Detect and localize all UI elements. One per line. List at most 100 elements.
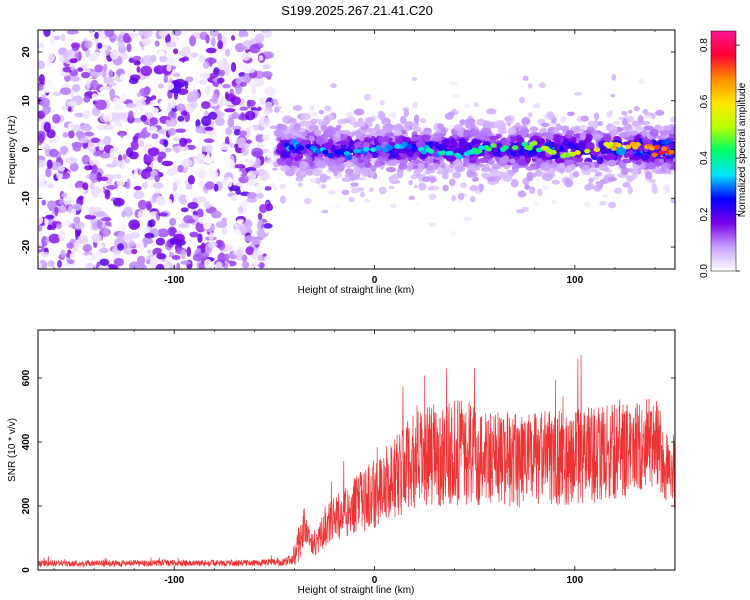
noise-blob	[249, 265, 255, 269]
noise-blob	[82, 182, 89, 191]
band-blob	[564, 178, 574, 188]
scatter-blob	[451, 93, 460, 98]
chart-title: S199.2025.267.21.41.C20	[281, 3, 433, 18]
noise-blob	[38, 133, 45, 144]
noise-blob	[47, 183, 55, 189]
noise-blob	[63, 200, 71, 205]
band-blob	[630, 155, 641, 161]
noise-blob	[99, 258, 110, 266]
noise-blob	[141, 38, 152, 46]
noise-blob	[224, 108, 236, 113]
band-blob	[436, 170, 447, 175]
noise-blob	[176, 262, 181, 269]
noise-blob	[245, 110, 256, 121]
noise-blob	[101, 70, 107, 78]
band-blob	[411, 136, 420, 142]
noise-blob	[119, 73, 128, 82]
band-blob	[312, 118, 323, 123]
band-blob	[419, 118, 427, 124]
band-blob	[574, 125, 581, 134]
band-blob	[372, 152, 379, 159]
noise-blob	[61, 105, 69, 111]
noise-blob	[137, 199, 148, 210]
colorbar-tick-label: 0.4	[699, 151, 710, 165]
band-blob	[651, 186, 659, 194]
band-blob	[659, 158, 665, 164]
noise-blob	[47, 260, 55, 268]
noise-blob	[44, 216, 49, 228]
ridge-blob	[531, 140, 538, 146]
spectrogram-y-ticks: -20 -10 0 10 20	[21, 46, 675, 254]
band-blob	[457, 192, 465, 201]
band-blob	[482, 121, 494, 130]
band-blob	[578, 139, 587, 149]
noise-blob	[68, 130, 75, 139]
noise-blob	[59, 145, 69, 156]
noise-blob	[244, 219, 253, 229]
noise-blob	[215, 117, 225, 127]
band-blob	[645, 162, 657, 170]
scatter-blob	[411, 101, 419, 109]
band-blob	[665, 155, 672, 160]
band-blob	[293, 156, 300, 162]
noise-blob	[117, 41, 125, 48]
noise-blob	[211, 37, 216, 47]
noise-blob	[38, 60, 46, 70]
band-blob	[320, 174, 328, 184]
noise-blob	[211, 93, 219, 104]
noise-blob	[109, 50, 119, 60]
noise-blob	[134, 168, 139, 180]
noise-blob	[227, 117, 235, 128]
noise-blob	[135, 240, 144, 251]
noise-blob	[117, 34, 125, 44]
ridge-blob	[386, 145, 394, 150]
scatter-blob	[450, 81, 458, 86]
noise-blob	[202, 218, 212, 230]
noise-blob	[150, 95, 157, 100]
noise-blob	[245, 127, 251, 138]
ridge-blob	[485, 146, 492, 152]
noise-blob	[229, 185, 241, 192]
noise-blob	[172, 182, 178, 192]
noise-blob	[163, 74, 169, 84]
noise-blob	[159, 55, 168, 63]
noise-blob	[129, 232, 141, 239]
ridge-blob	[569, 151, 577, 157]
ridge-blob	[584, 148, 591, 154]
noise-blob	[176, 103, 186, 112]
band-blob	[645, 171, 653, 180]
band-blob	[551, 134, 562, 142]
noise-blob	[82, 244, 93, 253]
noise-blob	[46, 224, 53, 231]
band-blob	[593, 134, 603, 139]
scatter-blob	[458, 215, 464, 221]
band-blob	[459, 119, 466, 126]
band-blob	[355, 132, 364, 137]
noise-blob	[234, 164, 246, 169]
noise-blob	[63, 50, 69, 60]
noise-blob	[38, 228, 42, 240]
noise-blob	[122, 153, 127, 161]
band-blob	[535, 168, 543, 177]
band-blob	[529, 126, 539, 133]
noise-blob	[140, 114, 148, 122]
noise-blob	[165, 33, 171, 45]
scatter-blob	[541, 184, 549, 191]
noise-blob	[52, 91, 61, 97]
ridge-blob	[362, 146, 370, 152]
band-blob	[341, 177, 352, 182]
noise-blob	[208, 57, 214, 67]
band-blob	[285, 157, 293, 167]
noise-blob	[125, 210, 132, 218]
noise-blob	[99, 247, 109, 254]
noise-blob	[61, 192, 68, 199]
band-blob	[413, 169, 421, 177]
band-blob	[627, 185, 633, 195]
band-blob	[344, 168, 354, 176]
band-blob	[273, 107, 280, 113]
band-blob	[464, 118, 476, 124]
scatter-blob	[421, 112, 430, 116]
ridge-blob	[658, 150, 665, 156]
scatter-blob	[528, 182, 536, 187]
noise-blob	[262, 71, 273, 78]
